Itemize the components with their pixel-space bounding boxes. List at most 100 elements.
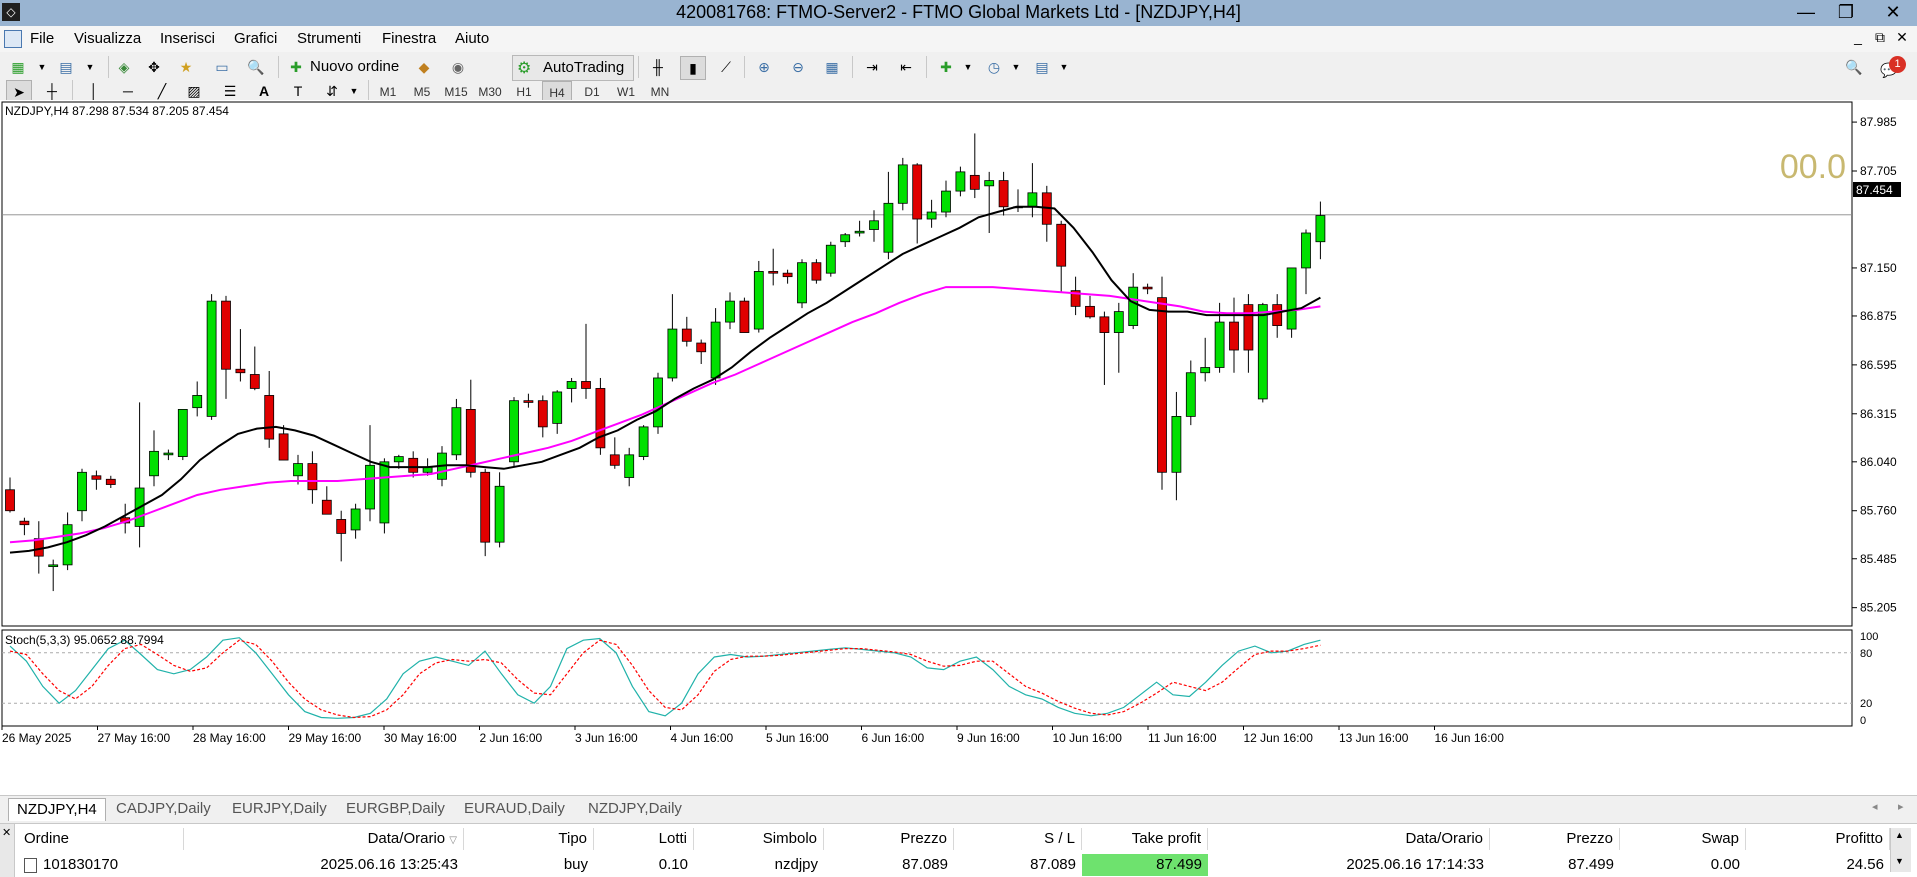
mdi-restore-icon[interactable]: ⧉ bbox=[1875, 29, 1885, 45]
tf-d1[interactable]: D1 bbox=[584, 85, 600, 99]
text-label-icon[interactable]: T bbox=[293, 83, 303, 99]
menu-tools[interactable]: Strumenti bbox=[297, 30, 362, 47]
bull-candle bbox=[1185, 372, 1196, 417]
tab-eurgbp-daily[interactable]: EURGBP,Daily bbox=[346, 800, 445, 817]
col-close-price[interactable]: Prezzo bbox=[1490, 828, 1620, 850]
time-tick-label: 2 Jun 16:00 bbox=[480, 731, 543, 745]
col-swap[interactable]: Swap bbox=[1620, 828, 1746, 850]
app-icon[interactable]: ◇ bbox=[2, 3, 20, 21]
tab-cadjpy-daily[interactable]: CADJPY,Daily bbox=[116, 800, 211, 817]
bear-candle bbox=[581, 381, 591, 389]
col-sl[interactable]: S / L bbox=[954, 828, 1082, 850]
tf-mn[interactable]: MN bbox=[650, 85, 670, 99]
mdi-minimize-icon[interactable]: _ bbox=[1854, 29, 1862, 45]
fibonacci-icon[interactable]: ☰ bbox=[223, 83, 237, 99]
chart-window[interactable]: 87.985 87.705 87.150 86.875 86.595 86.315 86.0… bbox=[0, 100, 1917, 795]
menu-charts[interactable]: Grafici bbox=[234, 30, 278, 47]
auto-scroll-icon[interactable]: ⇥ bbox=[866, 59, 878, 75]
line-chart-icon[interactable]: ⟋ bbox=[721, 59, 731, 75]
text-tool-icon[interactable]: A bbox=[258, 83, 270, 99]
tf-m5[interactable]: M5 bbox=[413, 85, 431, 99]
new-order-button[interactable]: Nuovo ordine bbox=[310, 58, 400, 75]
tab-nzdjpy-h4[interactable]: NZDJPY,H4 bbox=[8, 798, 106, 821]
tf-m1[interactable]: M1 bbox=[379, 85, 397, 99]
zoom-out-icon[interactable]: ⊖ bbox=[792, 59, 804, 75]
stoch-header: Stoch(5,3,3) 95.0652 88.7994 bbox=[5, 633, 164, 647]
templates-icon[interactable]: ▤ bbox=[1035, 59, 1049, 75]
bar-chart-icon[interactable]: ╫ bbox=[653, 59, 663, 75]
arrows-icon[interactable]: ⇵ bbox=[326, 83, 338, 99]
trendline-icon[interactable]: ╱ bbox=[157, 83, 167, 99]
strategy-tester-icon[interactable]: 🔍 bbox=[247, 59, 265, 75]
indicators-dropdown-icon[interactable]: ▼ bbox=[963, 62, 973, 72]
col-tp[interactable]: Take profit bbox=[1082, 828, 1208, 850]
tf-m30[interactable]: M30 bbox=[478, 85, 502, 99]
time-tick-label: 11 Jun 16:00 bbox=[1148, 731, 1217, 745]
col-lots[interactable]: Lotti bbox=[594, 828, 694, 850]
col-symbol[interactable]: Simbolo bbox=[694, 828, 824, 850]
maximize-icon[interactable]: ❐ bbox=[1837, 2, 1855, 22]
tabs-left-icon[interactable]: ◂ bbox=[1872, 801, 1878, 813]
close-icon[interactable]: ✕ bbox=[1885, 2, 1901, 22]
candlestick-icon[interactable]: ▮ bbox=[680, 56, 706, 80]
terminal-close-icon[interactable]: ✕ bbox=[0, 824, 15, 877]
navigator-icon[interactable]: ★ bbox=[179, 59, 193, 75]
profiles-dropdown-icon[interactable]: ▼ bbox=[85, 62, 95, 72]
arrows-dropdown-icon[interactable]: ▼ bbox=[349, 86, 359, 96]
menu-file[interactable]: File bbox=[30, 30, 55, 47]
document-icon[interactable] bbox=[4, 30, 22, 48]
metaeditor-icon[interactable]: ◆ bbox=[418, 59, 430, 75]
tab-euraud-daily[interactable]: EURAUD,Daily bbox=[464, 800, 565, 817]
signals-icon[interactable]: ◉ bbox=[451, 59, 465, 75]
menu-window[interactable]: Finestra bbox=[382, 30, 437, 47]
notifications-icon[interactable]: 💬 1 bbox=[1880, 56, 1906, 78]
minimize-icon[interactable]: — bbox=[1797, 2, 1815, 22]
mdi-close-icon[interactable]: ✕ bbox=[1896, 29, 1908, 45]
tab-eurjpy-daily[interactable]: EURJPY,Daily bbox=[232, 800, 327, 817]
col-open-time[interactable]: Data/Orario ▽ bbox=[184, 828, 464, 850]
crosshair-icon[interactable]: ┼ bbox=[47, 83, 57, 99]
market-watch-icon[interactable]: ◈ bbox=[118, 59, 130, 75]
tabs-right-icon[interactable]: ▸ bbox=[1898, 801, 1904, 813]
bull-candle bbox=[883, 202, 894, 253]
chart-shift-icon[interactable]: ⇤ bbox=[900, 59, 912, 75]
data-window-icon[interactable]: ✥ bbox=[148, 59, 160, 75]
tf-w1[interactable]: W1 bbox=[617, 85, 635, 99]
tf-m15[interactable]: M15 bbox=[444, 85, 468, 99]
menu-help[interactable]: Aiuto bbox=[455, 30, 490, 47]
menu-view[interactable]: Visualizza bbox=[74, 30, 142, 47]
new-chart-icon[interactable]: ▦ bbox=[11, 59, 25, 75]
profiles-icon[interactable]: ▤ bbox=[59, 59, 73, 75]
tf-h1[interactable]: H1 bbox=[516, 85, 532, 99]
horizontal-line-icon[interactable]: ─ bbox=[123, 83, 133, 99]
col-order[interactable]: Ordine bbox=[18, 828, 184, 850]
periods-icon[interactable]: ◷ bbox=[987, 59, 1001, 75]
bear-candle bbox=[264, 395, 275, 440]
scroll-down-icon[interactable]: ▼ bbox=[1895, 856, 1904, 866]
terminal-icon[interactable]: ▭ bbox=[215, 59, 229, 75]
col-close-time[interactable]: Data/Orario bbox=[1208, 828, 1490, 850]
tile-windows-icon[interactable]: ▦ bbox=[825, 59, 839, 75]
zoom-in-icon[interactable]: ⊕ bbox=[758, 59, 770, 75]
templates-dropdown-icon[interactable]: ▼ bbox=[1059, 62, 1069, 72]
indicators-icon[interactable]: ✚ bbox=[940, 59, 952, 75]
vertical-line-icon[interactable]: │ bbox=[89, 83, 99, 99]
price-chart[interactable]: 87.985 87.705 87.150 86.875 86.595 86.315 86.0… bbox=[0, 100, 1917, 795]
new-chart-dropdown-icon[interactable]: ▼ bbox=[37, 62, 47, 72]
col-price[interactable]: Prezzo bbox=[824, 828, 954, 850]
stoch-main-line bbox=[9, 637, 1321, 719]
bull-candle bbox=[1286, 267, 1297, 330]
search-icon[interactable]: 🔍 bbox=[1845, 59, 1863, 75]
menu-insert[interactable]: Inserisci bbox=[160, 30, 216, 47]
col-profit[interactable]: Profitto bbox=[1746, 828, 1890, 850]
terminal-scrollbar[interactable]: ▲ ▼ bbox=[1890, 828, 1911, 872]
new-order-icon[interactable]: ✚ bbox=[290, 59, 302, 75]
equidistant-channel-icon[interactable]: ▨ bbox=[187, 83, 201, 99]
bull-candle bbox=[1214, 321, 1225, 368]
scroll-up-icon[interactable]: ▲ bbox=[1895, 830, 1904, 840]
autotrading-button[interactable]: ⚙ AutoTrading bbox=[512, 55, 634, 81]
periods-dropdown-icon[interactable]: ▼ bbox=[1011, 62, 1021, 72]
col-type[interactable]: Tipo bbox=[464, 828, 594, 850]
tab-nzdjpy-daily[interactable]: NZDJPY,Daily bbox=[588, 800, 682, 817]
current-price-label: 87.454 bbox=[1856, 183, 1893, 197]
